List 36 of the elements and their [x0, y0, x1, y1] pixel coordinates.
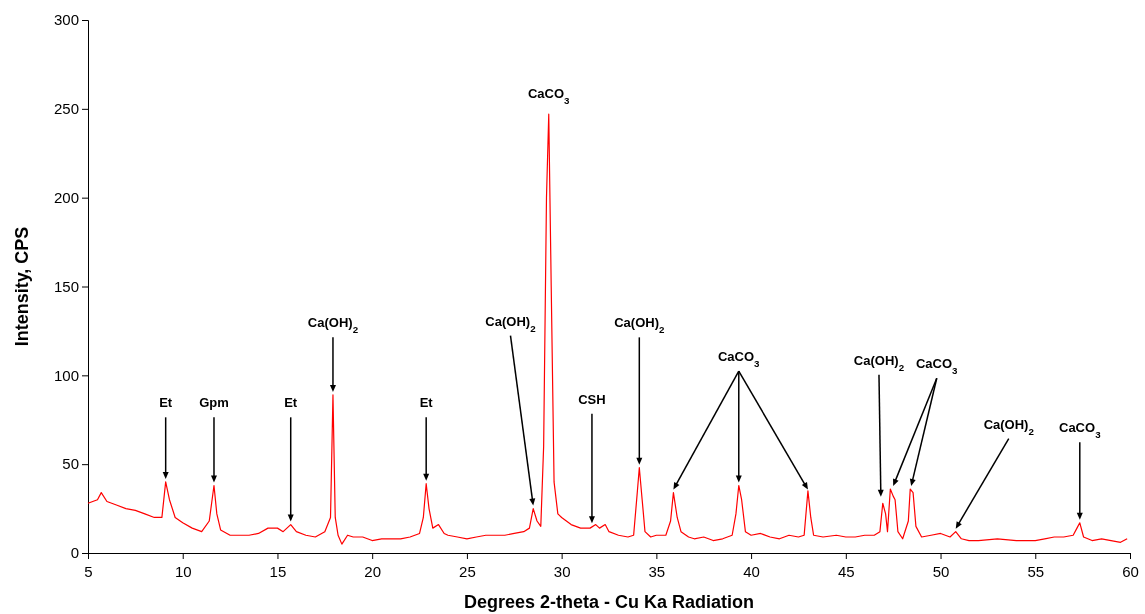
- annotation: Ca(OH)$_{2}$: [485, 313, 537, 334]
- annotation: Ca(OH)$_{2}$: [307, 315, 359, 335]
- x-tick-label: 60: [1122, 563, 1139, 580]
- annotation: Ca(OH)$_{2}$: [853, 352, 905, 373]
- annotation: Et: [159, 395, 173, 411]
- x-tick-label: 40: [743, 563, 760, 580]
- annotation: Et: [284, 395, 298, 411]
- x-tick-label: 15: [269, 563, 287, 580]
- y-tick-label: 200: [53, 188, 79, 206]
- y-tick-label: 300: [53, 11, 79, 29]
- annotation: CSH: [578, 391, 606, 407]
- y-tick-label: 250: [53, 100, 79, 118]
- y-axis-title: Intensity, CPS: [12, 226, 32, 347]
- annotation: Et: [419, 395, 434, 411]
- annotation: CaCO$_{3}$: [915, 356, 959, 376]
- x-tick-label: 55: [1027, 563, 1045, 580]
- y-tick-label: 0: [70, 544, 79, 562]
- x-tick-label: 5: [84, 563, 93, 580]
- x-tick-label: 25: [459, 563, 476, 580]
- annotation: Ca(OH)$_{2}$: [983, 416, 1035, 437]
- y-tick-label: 100: [53, 366, 79, 384]
- annotation: CaCO$_{3}$: [527, 86, 571, 106]
- x-tick-label: 20: [364, 563, 382, 580]
- annotation: CaCO$_{3}$: [1059, 420, 1102, 440]
- x-tick-label: 45: [837, 563, 855, 580]
- x-tick-label: 10: [174, 563, 192, 580]
- x-tick-label: 35: [648, 563, 666, 580]
- y-tick-label: 150: [53, 277, 79, 295]
- x-tick-label: 30: [553, 563, 571, 580]
- x-tick-label: 50: [932, 563, 950, 580]
- y-tick-label: 50: [62, 455, 79, 473]
- annotation: Gpm: [199, 395, 229, 411]
- annotation: CaCO$_{3}$: [718, 349, 761, 369]
- annotation: Ca(OH)$_{2}$: [614, 315, 665, 335]
- x-axis-title: Degrees 2-theta - Cu Ka Radiation: [463, 592, 755, 612]
- line-series: [87, 113, 1128, 545]
